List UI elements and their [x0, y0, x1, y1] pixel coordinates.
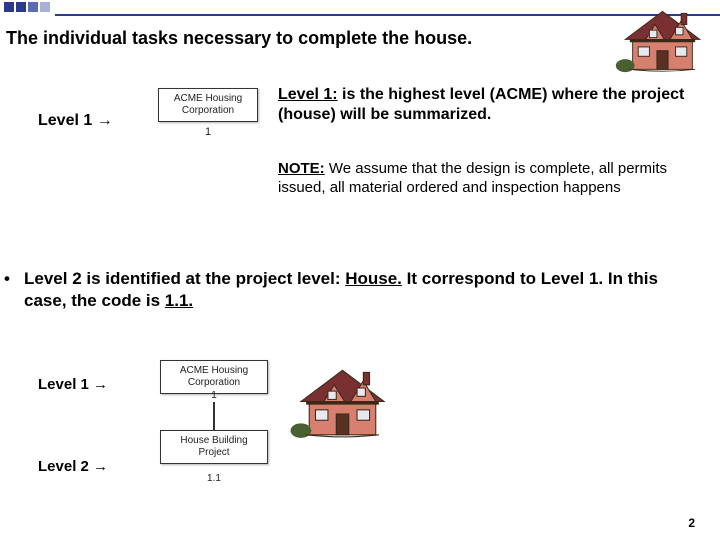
level-1-label-lower: Level 1 →	[38, 376, 108, 393]
wbs-connector-line	[213, 402, 215, 430]
desc-highlight: highest level (ACME)	[388, 86, 547, 103]
wbs-box-number: 1	[160, 390, 268, 401]
bullet-underline: House.	[345, 269, 402, 288]
wbs-box-house-project: House Building Project	[160, 430, 268, 464]
desc-text: is the	[338, 86, 389, 103]
square-icon	[16, 2, 26, 12]
level-1-label: Level 1 →	[38, 112, 113, 130]
square-icon	[28, 2, 38, 12]
wbs-box-line: Project	[163, 447, 265, 459]
wbs-box-number: 1.1	[160, 473, 268, 484]
square-icon	[4, 2, 14, 12]
wbs-box-line: ACME Housing	[161, 93, 255, 105]
wbs-box-line: Corporation	[161, 105, 255, 117]
desc-prefix: Level 1:	[278, 86, 338, 103]
bullet-underline: 1.1.	[165, 291, 193, 310]
wbs-box-line: House Building	[163, 435, 265, 447]
label-text: Level 1 →	[38, 112, 113, 129]
wbs-box-number: 1	[158, 126, 258, 138]
bullet-text: Level 2 is identified at the project lev…	[24, 269, 345, 288]
wbs-box-line: ACME Housing	[163, 365, 265, 377]
slide-title: The individual tasks necessary to comple…	[6, 28, 472, 49]
slide-header-decoration	[0, 0, 720, 20]
bullet-level-2: • Level 2 is identified at the project l…	[6, 268, 700, 312]
header-squares	[4, 2, 50, 12]
wbs-box-line: Corporation	[163, 377, 265, 389]
wbs-box-acme-1: ACME Housing Corporation	[158, 88, 258, 122]
wbs-box-acme-2: ACME Housing Corporation	[160, 360, 268, 394]
square-icon	[40, 2, 50, 12]
bullet-marker: •	[4, 268, 10, 290]
house-illustration-icon	[290, 362, 395, 440]
note-block: NOTE: We assume that the design is compl…	[278, 160, 700, 198]
note-text: We assume that the design is complete, a…	[278, 160, 667, 196]
label-text: Level 1 →	[38, 376, 108, 393]
note-label: NOTE:	[278, 160, 325, 177]
house-illustration-icon	[615, 4, 710, 74]
level-1-description: Level 1: is the highest level (ACME) whe…	[278, 85, 706, 125]
label-text: Level 2 →	[38, 458, 108, 475]
page-number: 2	[688, 516, 695, 530]
level-2-label: Level 2 →	[38, 458, 108, 475]
